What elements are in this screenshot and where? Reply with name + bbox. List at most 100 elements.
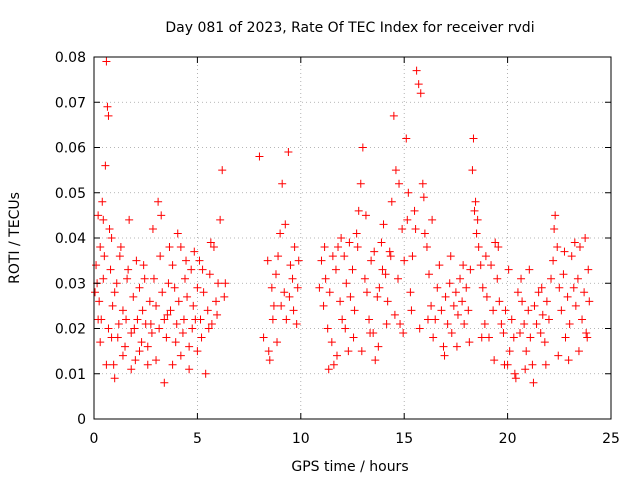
data-point xyxy=(329,360,338,369)
data-point xyxy=(420,229,429,238)
data-point xyxy=(207,319,216,328)
y-axis-label: ROTI / TECUs xyxy=(7,192,23,284)
data-point xyxy=(459,261,468,270)
data-point xyxy=(582,329,591,338)
data-point xyxy=(555,283,564,292)
data-point xyxy=(293,283,302,292)
data-point xyxy=(433,283,442,292)
data-point xyxy=(408,252,417,261)
data-point xyxy=(458,297,467,306)
data-point xyxy=(104,324,113,333)
data-point xyxy=(108,301,117,310)
data-point xyxy=(537,283,546,292)
data-point xyxy=(349,333,358,342)
data-point xyxy=(419,193,428,202)
x-tick-label: 20 xyxy=(499,431,517,447)
data-point xyxy=(375,283,384,292)
data-point xyxy=(580,288,589,297)
data-point xyxy=(196,315,205,324)
data-point xyxy=(404,188,413,197)
data-point xyxy=(171,338,180,347)
data-point xyxy=(135,347,144,356)
data-point xyxy=(371,356,380,365)
data-point xyxy=(114,319,123,328)
data-point xyxy=(505,347,514,356)
data-point xyxy=(350,306,359,315)
data-point xyxy=(344,347,353,356)
data-point xyxy=(324,365,333,374)
data-point xyxy=(147,329,156,338)
y-tick-label: 0.03 xyxy=(55,276,86,292)
data-point xyxy=(557,306,566,315)
data-point xyxy=(406,288,415,297)
data-point xyxy=(564,356,573,365)
data-point xyxy=(338,315,347,324)
data-point xyxy=(370,247,379,256)
data-point xyxy=(356,179,365,188)
data-point xyxy=(212,297,221,306)
data-point xyxy=(143,360,152,369)
data-point xyxy=(439,342,448,351)
data-point xyxy=(176,243,185,252)
data-point xyxy=(447,329,456,338)
data-point xyxy=(494,243,503,252)
data-point xyxy=(443,319,452,328)
data-point xyxy=(173,229,182,238)
data-point xyxy=(148,224,157,233)
data-point xyxy=(429,333,438,342)
data-point xyxy=(337,234,346,242)
data-point xyxy=(116,243,125,252)
data-point xyxy=(285,292,294,301)
data-point xyxy=(158,288,167,297)
data-point xyxy=(471,197,480,206)
data-point xyxy=(96,243,105,252)
data-point xyxy=(387,197,396,206)
data-point xyxy=(284,148,293,157)
x-tick-label: 5 xyxy=(193,431,202,447)
data-point xyxy=(317,256,326,265)
data-point xyxy=(110,374,119,383)
data-point xyxy=(451,288,460,297)
y-tick-label: 0.01 xyxy=(55,367,86,383)
data-point xyxy=(528,360,537,369)
data-point xyxy=(156,252,165,261)
data-point xyxy=(166,306,175,315)
data-point xyxy=(160,378,169,387)
data-point xyxy=(216,215,225,224)
data-point xyxy=(107,234,116,242)
data-point xyxy=(95,297,104,306)
data-point xyxy=(578,315,587,324)
data-point xyxy=(534,288,543,297)
data-point xyxy=(137,338,146,347)
data-point xyxy=(323,324,332,333)
data-point xyxy=(567,252,576,261)
data-point xyxy=(466,265,475,274)
data-point xyxy=(391,166,400,175)
data-point xyxy=(532,319,541,328)
data-point xyxy=(154,197,163,206)
data-point xyxy=(446,252,455,261)
data-point xyxy=(529,378,538,387)
data-point xyxy=(143,342,152,351)
data-point xyxy=(550,224,559,233)
data-point xyxy=(130,324,139,333)
data-point xyxy=(530,301,539,310)
data-point xyxy=(495,297,504,306)
data-point xyxy=(140,274,149,283)
data-point xyxy=(152,356,161,365)
data-point xyxy=(500,360,509,369)
x-tick-label: 0 xyxy=(90,431,99,447)
data-point xyxy=(396,319,405,328)
data-point xyxy=(182,256,191,265)
data-point xyxy=(204,324,213,333)
data-point xyxy=(190,247,199,256)
data-point xyxy=(152,301,161,310)
data-point xyxy=(278,179,287,188)
data-point xyxy=(559,270,568,279)
data-point xyxy=(139,261,148,270)
data-point xyxy=(400,256,409,265)
data-point xyxy=(118,306,127,315)
data-point xyxy=(431,315,440,324)
data-point xyxy=(292,319,301,328)
x-tick-label: 10 xyxy=(292,431,310,447)
